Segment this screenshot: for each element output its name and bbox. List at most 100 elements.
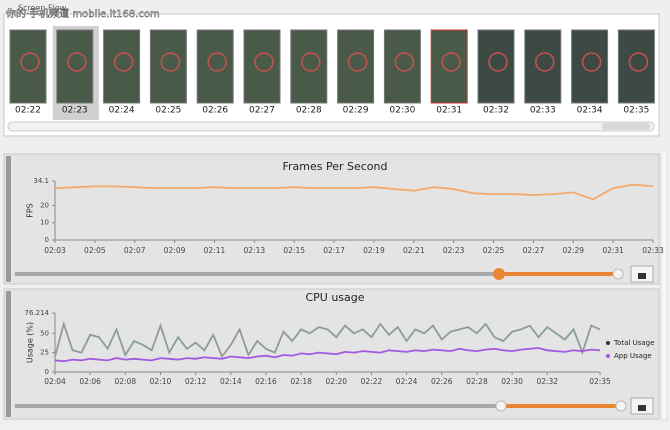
x-tick-label: 02:31 — [602, 246, 624, 255]
data-line — [54, 183, 654, 201]
x-tick-label: 02:11 — [204, 246, 226, 255]
x-tick-label: 02:08 — [115, 377, 137, 386]
x-tick-label: 02:16 — [255, 377, 277, 386]
x-tick-label: 02:14 — [220, 377, 242, 386]
frame-time: 02:33 — [530, 106, 556, 116]
x-tick-label: 02:13 — [244, 246, 266, 255]
x-tick-label: 02:19 — [363, 246, 385, 255]
thumbnail-detail — [628, 52, 649, 72]
frame-thumbnail[interactable] — [196, 29, 234, 104]
thumbnail-detail — [20, 52, 40, 72]
y-axis-label: Usage (%) — [26, 322, 35, 363]
thumbnail-detail — [113, 52, 134, 72]
x-tick-label: 02:04 — [44, 377, 66, 386]
panel-title: Screen Flow — [18, 4, 67, 13]
x-tick-label: 02:33 — [642, 246, 664, 255]
frame-thumbnail[interactable] — [524, 29, 562, 104]
x-tick-label: 02:09 — [164, 246, 186, 255]
frame-time: 02:28 — [296, 106, 322, 116]
frame-time: 02:24 — [109, 106, 135, 116]
x-tick-label: 02:28 — [466, 377, 488, 386]
thumbnail-detail — [581, 52, 602, 72]
x-tick-label: 02:35 — [589, 377, 611, 386]
frame-time: 02:30 — [389, 106, 415, 116]
y-tick-label: 50 — [40, 329, 49, 337]
scroll-thumb[interactable] — [602, 123, 650, 130]
y-tick-label: 20 — [40, 201, 49, 209]
range-selection — [501, 404, 621, 408]
x-tick-label: 02:18 — [290, 377, 312, 386]
frame-thumbnail[interactable] — [571, 29, 609, 104]
frame-time: 02:23 — [62, 106, 88, 116]
frame-time: 02:25 — [155, 106, 181, 116]
frame-thumbnail[interactable] — [477, 29, 515, 104]
thumbnail-detail — [347, 52, 368, 72]
vertical-scrollbar[interactable] — [660, 149, 668, 421]
panel-handle — [6, 156, 11, 282]
frame-thumbnail[interactable] — [243, 29, 281, 104]
x-tick-label: 02:24 — [396, 377, 418, 386]
frame-time: 02:32 — [483, 106, 509, 116]
lock-icon — [638, 405, 646, 411]
thumbnail-detail — [254, 52, 274, 72]
thumbnail-detail — [67, 52, 87, 72]
x-tick-label: 02:05 — [84, 246, 106, 255]
frame-time: 02:27 — [249, 106, 275, 116]
frame-thumbnail[interactable] — [337, 29, 375, 104]
slider-handle[interactable] — [615, 400, 627, 412]
frame-thumbnail[interactable] — [290, 29, 328, 104]
frame-thumbnail[interactable] — [383, 29, 421, 104]
x-tick-label: 02:22 — [361, 377, 383, 386]
thumbnail-detail — [394, 52, 415, 72]
frame-thumbnail[interactable] — [430, 29, 468, 104]
thumbnail-detail — [207, 52, 227, 72]
thumbnail-detail — [488, 52, 508, 72]
x-tick-label: 02:15 — [283, 246, 305, 255]
y-tick-label: 10 — [40, 219, 49, 227]
frame-thumbnail[interactable] — [9, 29, 47, 104]
chart-title: Frames Per Second — [282, 160, 387, 173]
legend-label[interactable]: App Usage — [614, 352, 652, 360]
x-tick-label: 02:07 — [124, 246, 146, 255]
x-tick-label: 02:26 — [431, 377, 453, 386]
x-tick-label: 02:23 — [443, 246, 465, 255]
y-tick-label: 25 — [40, 349, 49, 357]
data-line — [54, 347, 601, 363]
x-tick-label: 02:27 — [523, 246, 545, 255]
slider-handle[interactable] — [612, 268, 624, 280]
frame-time: 02:34 — [577, 106, 603, 116]
y-axis-label: FPS — [26, 203, 35, 218]
frame-thumbnail[interactable] — [149, 29, 187, 104]
thumbnail-detail — [301, 52, 321, 72]
x-tick-label: 02:25 — [483, 246, 505, 255]
legend-label[interactable]: Total Usage — [613, 339, 654, 347]
scrollbar[interactable] — [7, 121, 655, 132]
fps-panel — [3, 153, 660, 285]
frame-thumbnail[interactable] — [56, 29, 94, 104]
range-slider[interactable] — [15, 404, 622, 408]
data-line — [54, 320, 601, 359]
frame-time: 02:22 — [15, 106, 41, 116]
thumbnail-detail — [441, 52, 461, 72]
legend-marker — [606, 341, 610, 345]
range-slider[interactable] — [15, 272, 618, 276]
panel-handle — [6, 291, 11, 417]
slider-handle[interactable] — [493, 268, 505, 280]
legend-marker — [606, 354, 610, 358]
x-tick-label: 02:03 — [44, 246, 66, 255]
x-tick-label: 02:21 — [403, 246, 425, 255]
x-tick-label: 02:29 — [562, 246, 584, 255]
frame-thumbnail[interactable] — [617, 29, 655, 104]
x-tick-label: 02:32 — [536, 377, 558, 386]
slider-handle[interactable] — [495, 400, 507, 412]
x-tick-label: 02:17 — [323, 246, 345, 255]
x-tick-label: 02:20 — [325, 377, 347, 386]
range-selection — [499, 272, 618, 276]
frame-thumbnail[interactable] — [103, 29, 141, 104]
y-tick-label: 34.1 — [33, 177, 49, 185]
frame-time: 02:31 — [436, 106, 462, 116]
y-tick-label: 0 — [45, 236, 49, 244]
x-tick-label: 02:30 — [501, 377, 523, 386]
y-tick-label: 0 — [45, 368, 49, 376]
